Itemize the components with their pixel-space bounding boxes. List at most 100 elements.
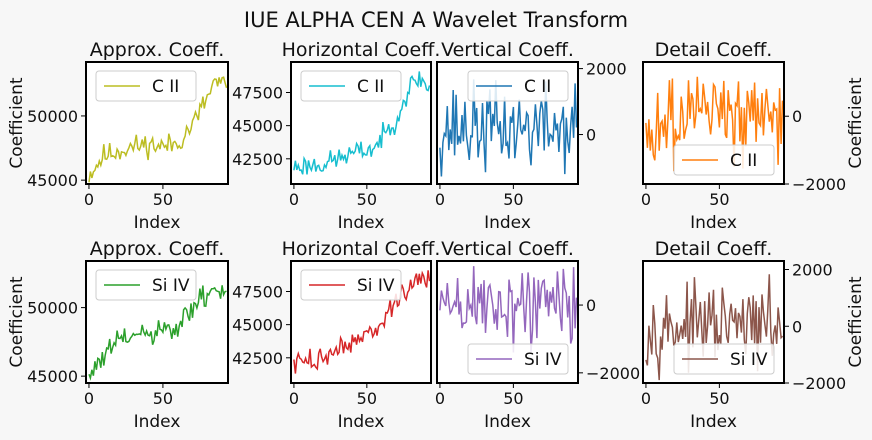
legend-box: [300, 269, 402, 301]
legend-box: [467, 70, 569, 102]
subplot-8: 0 50 −2000 0 2000 Detail Coeff. Index Coefficie…: [641, 238, 866, 432]
series-line-1: [439, 79, 578, 177]
y-tick-label: 2000: [586, 60, 627, 79]
legend-box: [95, 70, 197, 102]
series-line-1: [88, 76, 228, 183]
y-tick-label: 42500: [232, 150, 283, 169]
x-tick-label: 0: [641, 190, 651, 209]
legend-label: Si IV: [357, 276, 395, 296]
legend: Si IV: [673, 343, 775, 375]
x-tick-label: 50: [153, 389, 173, 408]
x-tick-label: 0: [435, 190, 445, 209]
x-axis-label: Index: [134, 213, 181, 233]
plot-frame: [436, 61, 579, 185]
x-axis-label: Index: [484, 412, 531, 432]
series-line-1: [293, 71, 431, 175]
y-tick-label: 42500: [232, 349, 283, 368]
x-axis-label: Index: [484, 213, 531, 233]
legend-box: [467, 343, 569, 375]
y-tick-label: 47500: [232, 283, 283, 302]
x-axis-label: Index: [338, 412, 385, 432]
plot-frame: [290, 61, 432, 185]
x-tick-label: 0: [289, 190, 299, 209]
y-axis-label: Coefficient: [7, 77, 27, 168]
subplot-6: 0 50 42500 45000 47500 Horizontal Coeff. Index…: [232, 238, 440, 432]
x-axis-label: Index: [690, 213, 737, 233]
figure-title: IUE ALPHA CEN A Wavelet Transform: [244, 8, 628, 32]
legend-label: Si IV: [152, 276, 190, 296]
x-axis-label: Index: [134, 412, 181, 432]
subplot-2: 0 50 42500 45000 47500 Horizontal Coeff. Index…: [232, 39, 440, 233]
y-tick-label: −2000: [586, 364, 640, 383]
legend: C II: [300, 70, 402, 102]
y-axis-label: Coefficient: [7, 276, 27, 367]
y-tick-label: 0: [792, 107, 802, 126]
x-tick-label: 50: [709, 190, 729, 209]
x-tick-label: 50: [153, 190, 173, 209]
x-tick-label: 50: [709, 389, 729, 408]
subplot-1: 0 50 45000 50000 Approx. Coeff. Index Coeffici…: [7, 39, 229, 233]
subplot-title: Vertical Coeff.: [441, 238, 574, 260]
subplot-4: 0 50 −2000 0 Detail Coeff. Index Coefficient C …: [641, 39, 866, 233]
plot-frame: [85, 260, 229, 384]
plot-frame: [436, 260, 579, 384]
y-tick-label: 50000: [27, 107, 78, 126]
legend: C II: [467, 70, 569, 102]
subplot-title: Detail Coeff.: [655, 39, 773, 61]
subplot-5: 0 50 45000 50000 Approx. Coeff. Index Coeffici…: [7, 238, 229, 432]
legend: Si IV: [467, 343, 569, 375]
x-tick-label: 0: [84, 389, 94, 408]
y-tick-label: 2000: [792, 261, 833, 280]
x-tick-label: 0: [289, 389, 299, 408]
legend-label: Si IV: [524, 350, 562, 370]
y-tick-label: 45000: [232, 117, 283, 136]
x-tick-label: 50: [503, 389, 523, 408]
y-tick-label: 45000: [27, 171, 78, 190]
y-axis-label: Coefficient: [846, 276, 866, 367]
x-tick-label: 50: [357, 389, 377, 408]
series-line-1: [645, 76, 784, 172]
legend-box: [95, 269, 197, 301]
y-tick-label: 0: [792, 317, 802, 336]
subplot-title: Vertical Coeff.: [441, 39, 574, 61]
series-line-1: [645, 274, 784, 381]
subplot-7: 0 50 −2000 0 Vertical Coeff. Index Si IV: [435, 238, 640, 432]
x-tick-label: 50: [503, 190, 523, 209]
series-line-1: [293, 270, 431, 374]
legend-label: C II: [152, 77, 179, 97]
subplot-title: Approx. Coeff.: [90, 39, 225, 61]
legend: Si IV: [95, 269, 197, 301]
legend: C II: [673, 144, 775, 176]
legend-box: [673, 343, 775, 375]
y-tick-label: 0: [586, 126, 596, 145]
x-axis-label: Index: [690, 412, 737, 432]
subplot-title: Detail Coeff.: [655, 238, 773, 260]
subplot-3: 0 50 0 2000 Vertical Coeff. Index C II: [435, 39, 627, 233]
x-tick-label: 0: [435, 389, 445, 408]
plot-frame: [642, 260, 785, 384]
subplot-title: Approx. Coeff.: [90, 238, 225, 260]
y-axis-label: Coefficient: [846, 77, 866, 168]
x-tick-label: 0: [84, 190, 94, 209]
legend-box: [300, 70, 402, 102]
legend-label: Si IV: [730, 350, 768, 370]
y-tick-label: −2000: [792, 374, 846, 393]
plot-frame: [642, 61, 785, 185]
y-tick-label: 47500: [232, 84, 283, 103]
x-tick-label: 0: [641, 389, 651, 408]
legend: Si IV: [300, 269, 402, 301]
y-tick-label: 0: [586, 296, 596, 315]
legend-label: C II: [730, 151, 757, 171]
y-tick-label: 45000: [232, 316, 283, 335]
legend-label: C II: [524, 77, 551, 97]
y-tick-label: −2000: [792, 175, 846, 194]
legend-label: C II: [357, 77, 384, 97]
x-axis-label: Index: [338, 213, 385, 233]
legend-box: [673, 144, 775, 176]
plot-frame: [85, 61, 229, 185]
x-tick-label: 50: [357, 190, 377, 209]
y-tick-label: 45000: [27, 367, 78, 386]
subplot-title: Horizontal Coeff.: [282, 238, 441, 260]
